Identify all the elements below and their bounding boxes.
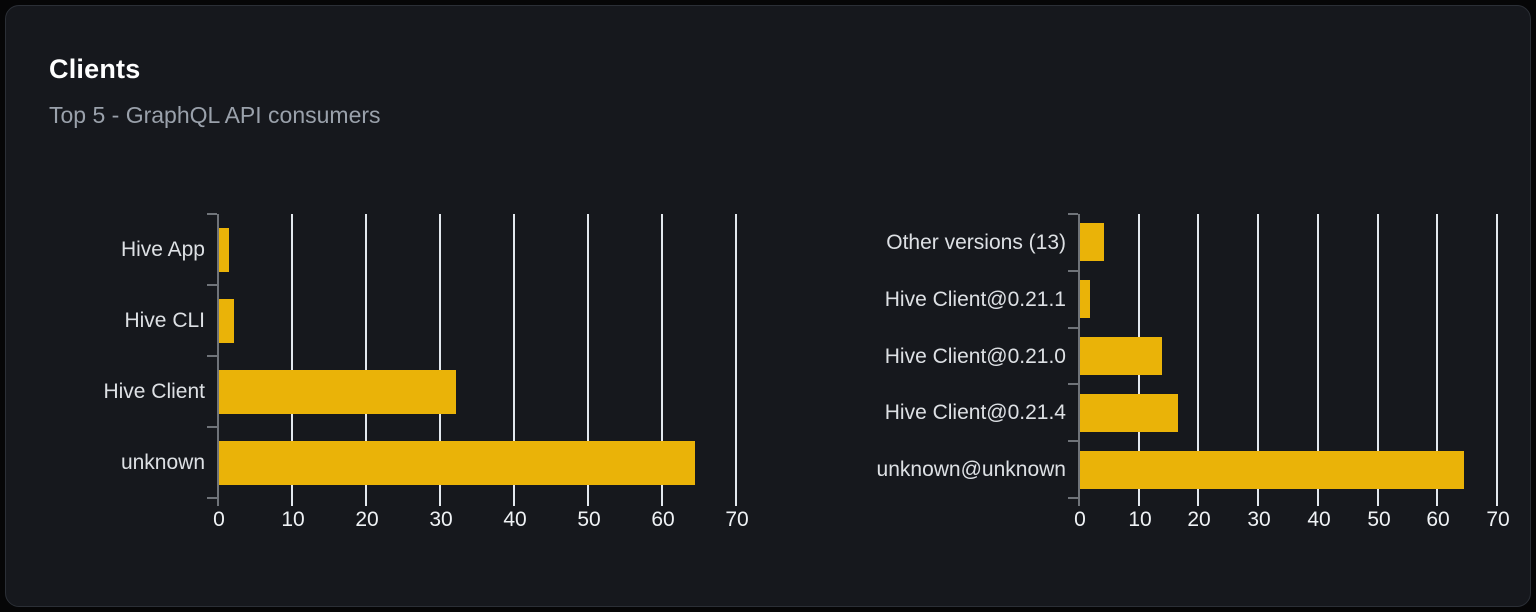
x-axis-tick	[1496, 498, 1498, 506]
x-tick-label: 40	[503, 508, 527, 531]
y-axis-tick	[207, 213, 217, 215]
y-axis-tick	[207, 284, 217, 286]
x-tick-label: 50	[577, 508, 601, 531]
x-axis-tick	[1197, 498, 1199, 506]
x-tick-label: 30	[429, 508, 453, 531]
bar	[1080, 337, 1162, 375]
bar	[219, 228, 229, 272]
x-axis-tick	[365, 498, 367, 506]
charts-layer: 0 10 20 30 40 50 60 70 Hive App Hive CLI Hive Clie…	[6, 6, 1530, 606]
x-tick-label: 50	[1367, 508, 1391, 531]
category-label: unknown	[120, 450, 205, 474]
category-label: Hive CLI	[124, 308, 205, 332]
y-axis-tick	[1068, 327, 1078, 329]
x-axis-tick	[735, 498, 737, 506]
category-label: Hive Client@0.21.4	[884, 400, 1066, 424]
clients-card: Clients Top 5 - GraphQL API consumers 0 1…	[5, 5, 1531, 607]
y-axis-tick	[1068, 440, 1078, 442]
x-tick-label: 20	[355, 508, 379, 531]
bar	[1080, 223, 1104, 261]
clients-by-version-chart: 0 10 20 30 40 50 60 70 Other versions (13) Hive C…	[6, 6, 1530, 606]
x-tick-label: 40	[1307, 508, 1331, 531]
gridline	[1436, 214, 1438, 498]
x-axis-tick	[439, 498, 441, 506]
y-axis-extension	[1078, 498, 1080, 506]
plot-area	[1068, 213, 1516, 506]
gridline	[1496, 214, 1498, 498]
category-label: unknown@unknown	[876, 457, 1066, 481]
y-axis-tick	[1068, 497, 1078, 499]
x-axis-tick	[661, 498, 663, 506]
gridline	[439, 214, 441, 498]
x-tick-label: 30	[1247, 508, 1271, 531]
gridline	[513, 214, 515, 498]
bar	[1080, 394, 1178, 432]
x-axis-tick	[1317, 498, 1319, 506]
y-axis-tick	[207, 426, 217, 428]
x-axis-tick	[1377, 498, 1379, 506]
y-axis-tick	[1068, 213, 1078, 215]
category-label: Other versions (13)	[886, 230, 1066, 254]
category-label: Hive Client@0.21.1	[884, 287, 1066, 311]
bar	[219, 441, 695, 485]
x-tick-label: 60	[1426, 508, 1450, 531]
card-subtitle: Top 5 - GraphQL API consumers	[49, 102, 381, 128]
x-tick-label: 20	[1187, 508, 1211, 531]
gridline	[661, 214, 663, 498]
y-axis-tick	[207, 355, 217, 357]
x-axis-tick	[291, 498, 293, 506]
y-axis-tick	[1068, 270, 1078, 272]
gridline	[735, 214, 737, 498]
gridline	[1377, 214, 1379, 498]
card-title: Clients	[49, 54, 141, 84]
x-tick-label: 10	[1128, 508, 1152, 531]
x-axis-tick	[1436, 498, 1438, 506]
bar	[1080, 451, 1464, 489]
plot-area	[207, 213, 759, 506]
x-axis-tick	[1257, 498, 1259, 506]
x-axis-tick	[513, 498, 515, 506]
x-tick-label: 10	[281, 508, 305, 531]
x-tick-label: 0	[213, 508, 225, 531]
category-label: Hive App	[120, 237, 205, 261]
y-axis-extension	[217, 498, 219, 506]
y-axis-tick	[207, 497, 217, 499]
gridline	[1257, 214, 1259, 498]
bar	[219, 299, 234, 343]
gridline	[1197, 214, 1199, 498]
bar	[219, 370, 456, 414]
x-tick-label: 60	[651, 508, 675, 531]
bar	[1080, 280, 1090, 318]
x-axis-tick	[1138, 498, 1140, 506]
category-label: Hive Client	[103, 379, 205, 403]
gridline	[291, 214, 293, 498]
category-label: Hive Client@0.21.0	[884, 344, 1066, 368]
x-tick-label: 70	[1486, 508, 1510, 531]
gridline	[365, 214, 367, 498]
y-axis-tick	[1068, 383, 1078, 385]
x-axis-tick	[587, 498, 589, 506]
gridline	[1317, 214, 1319, 498]
x-tick-label: 70	[725, 508, 749, 531]
gridline	[587, 214, 589, 498]
x-tick-label: 0	[1074, 508, 1086, 531]
clients-by-name-chart: 0 10 20 30 40 50 60 70 Hive App Hive CLI Hive Clie…	[6, 6, 1530, 606]
